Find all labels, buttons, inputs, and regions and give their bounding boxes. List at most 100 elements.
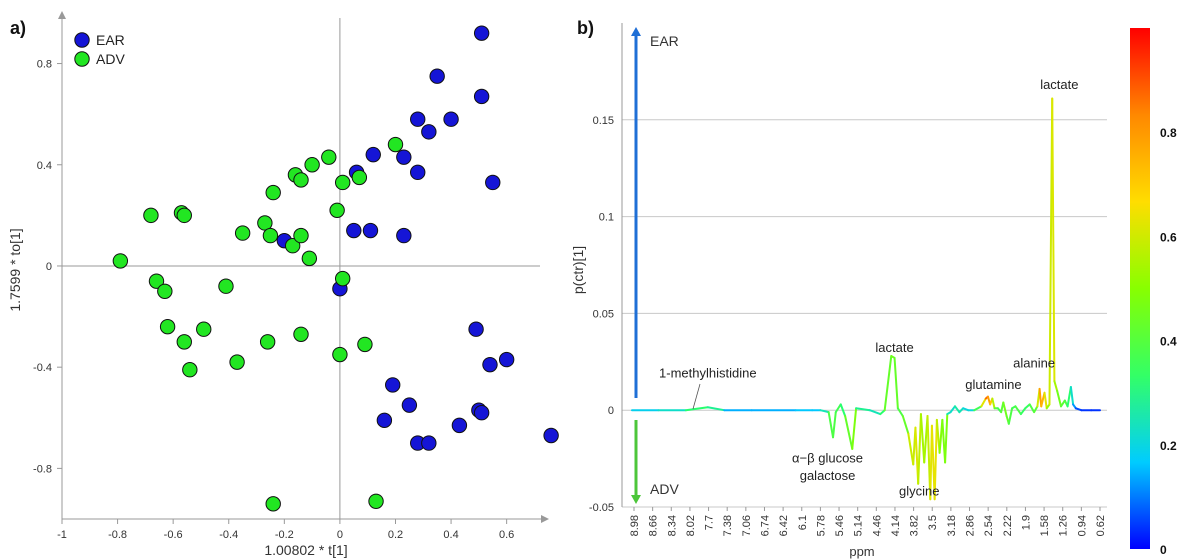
- spectrum-segment: [1007, 407, 1014, 425]
- scatter-point-ear: [498, 351, 515, 368]
- scatter-point-adv: [182, 362, 198, 378]
- loadings-y-tick-label: -0.05: [589, 502, 614, 514]
- spectrum-segment: [855, 407, 871, 412]
- loadings-x-tick-label: 7.7: [704, 515, 716, 530]
- spectrum-segment: [1002, 401, 1008, 418]
- scatter-point-ear: [451, 417, 468, 434]
- spectrum-segment: [893, 356, 899, 410]
- scatter-y-tick-label: 0: [46, 261, 52, 273]
- spectrum-segment: [844, 415, 854, 450]
- scatter-y-tick-label: 0.8: [37, 59, 52, 71]
- scatter-point-adv: [284, 238, 301, 254]
- scatter-x-axis-label: 1.00802 * t[1]: [264, 542, 347, 558]
- colorbar-tick-label: 0.4: [1160, 335, 1177, 349]
- scatter-point-adv: [196, 321, 212, 337]
- scatter-y-tick-label: -0.4: [33, 362, 52, 374]
- annotation-1-methylhistidine: 1-methylhistidine: [659, 365, 757, 380]
- loadings-x-tick-label: 3.82: [909, 515, 921, 536]
- loadings-x-tick-label: 2.54: [983, 515, 995, 536]
- colorbar-tick-label: 0.8: [1160, 126, 1177, 140]
- scatter-point-ear: [362, 222, 379, 239]
- scatter-point-adv: [387, 136, 404, 153]
- loadings-x-tick-label: 2.86: [965, 515, 977, 536]
- spectrum-segment: [907, 432, 915, 466]
- spectrum-segment: [980, 397, 987, 408]
- arrow-label-ear: EAR: [650, 33, 679, 49]
- scatter-point-adv: [329, 202, 345, 219]
- scatter-point-adv: [334, 174, 351, 191]
- scatter-legend: EAR ADV: [74, 32, 125, 67]
- loadings-x-tick-label: 4.46: [871, 515, 883, 536]
- scatter-point-ear: [473, 88, 490, 105]
- spectrum-segment: [832, 411, 837, 439]
- spectrum-segment: [1053, 380, 1059, 392]
- scatter-point-adv: [148, 273, 165, 289]
- spectrum-segment: [1069, 385, 1075, 406]
- loadings-y-axis-label: p(ctr)[1]: [570, 246, 586, 294]
- spectrum-segment: [953, 405, 961, 414]
- scatter-plot-frame: [58, 11, 549, 523]
- spectrum-segment: [991, 397, 996, 410]
- loadings-x-tick-label: 0.62: [1095, 515, 1107, 536]
- annotation-lactate: lactate: [875, 340, 913, 355]
- loadings-x-tick-label: 1.26: [1058, 515, 1070, 536]
- spectrum-segment: [684, 406, 709, 412]
- scatter-x-tick-label: -0.8: [108, 529, 127, 541]
- spectrum-segment: [883, 354, 893, 412]
- spectrum-segment: [1028, 403, 1036, 414]
- annotation-galactose: galactose: [800, 468, 856, 483]
- loadings-x-tick-label: 6.74: [759, 515, 771, 536]
- scatter-points: [112, 25, 559, 512]
- scatter-x-tick-label: -0.2: [275, 529, 294, 541]
- loadings-x-axis-label: ppm: [849, 544, 874, 559]
- spectrum-segment: [933, 418, 938, 501]
- scatter-point-adv: [259, 334, 276, 350]
- scatter-point-ear: [473, 405, 490, 421]
- scatter-point-adv: [332, 346, 348, 363]
- scatter-x-tick-label: 0.4: [443, 529, 458, 541]
- scatter-point-adv: [262, 227, 279, 244]
- spectrum-segment: [868, 409, 882, 416]
- scatter-x-tick-label: 0.6: [499, 529, 514, 541]
- loadings-x-tick-label: 8.66: [648, 515, 660, 536]
- scatter-y-tick-label: 0.4: [37, 160, 52, 172]
- legend-label-ear: EAR: [96, 32, 125, 48]
- legend-marker-ear: [74, 32, 90, 48]
- scatter-point-adv: [159, 318, 176, 335]
- scatter-point-ear: [396, 149, 412, 165]
- annotation-glutamine: glutamine: [965, 377, 1021, 392]
- scatter-point-adv: [265, 184, 281, 201]
- arrow-label-adv: ADV: [650, 481, 679, 497]
- scatter-point-ear: [385, 377, 401, 393]
- scatter-point-ear: [443, 111, 459, 127]
- scatter-point-ear: [543, 427, 559, 444]
- loadings-x-tick-label: 4.14: [890, 515, 902, 536]
- scatter-point-ear: [482, 356, 498, 373]
- scatter-x-tick-label: -1: [57, 529, 67, 541]
- loadings-x-tick-label: 5.46: [834, 515, 846, 536]
- scatter-y-axis-label: 1.7599 * to[1]: [7, 228, 23, 311]
- scatter-point-adv: [176, 207, 192, 224]
- scatter-point-adv: [257, 215, 273, 231]
- spectrum-segment: [1043, 391, 1048, 410]
- scatter-point-ear: [473, 25, 490, 41]
- scatter-point-adv: [157, 283, 173, 299]
- scatter-point-ear: [410, 164, 426, 181]
- loadings-x-tick-label: 8.02: [685, 515, 697, 536]
- scatter-point-ear: [410, 111, 426, 127]
- scatter-point-ear: [346, 222, 362, 239]
- spectrum-segment: [973, 405, 983, 412]
- loadings-x-tick-label: 3.18: [946, 515, 958, 536]
- colorbar-tick-label: 0.6: [1160, 230, 1177, 244]
- spectrum-segment: [819, 409, 830, 414]
- spectrum-segment: [1014, 405, 1022, 416]
- loadings-x-tick-label: 1.58: [1039, 515, 1051, 536]
- scatter-point-adv: [229, 354, 245, 370]
- spectrum-segment: [1056, 389, 1062, 408]
- loadings-panel: b) 0.15 0.1 0.05 0 -0.05 8.98 8.66 8.34 8.02 7.7 7…: [570, 18, 1177, 559]
- loadings-x-tick-label: 1.9: [1020, 515, 1032, 530]
- scatter-x-tick-label: 0: [337, 529, 343, 541]
- spectrum-segment: [944, 413, 949, 464]
- scatter-point-adv: [321, 149, 337, 165]
